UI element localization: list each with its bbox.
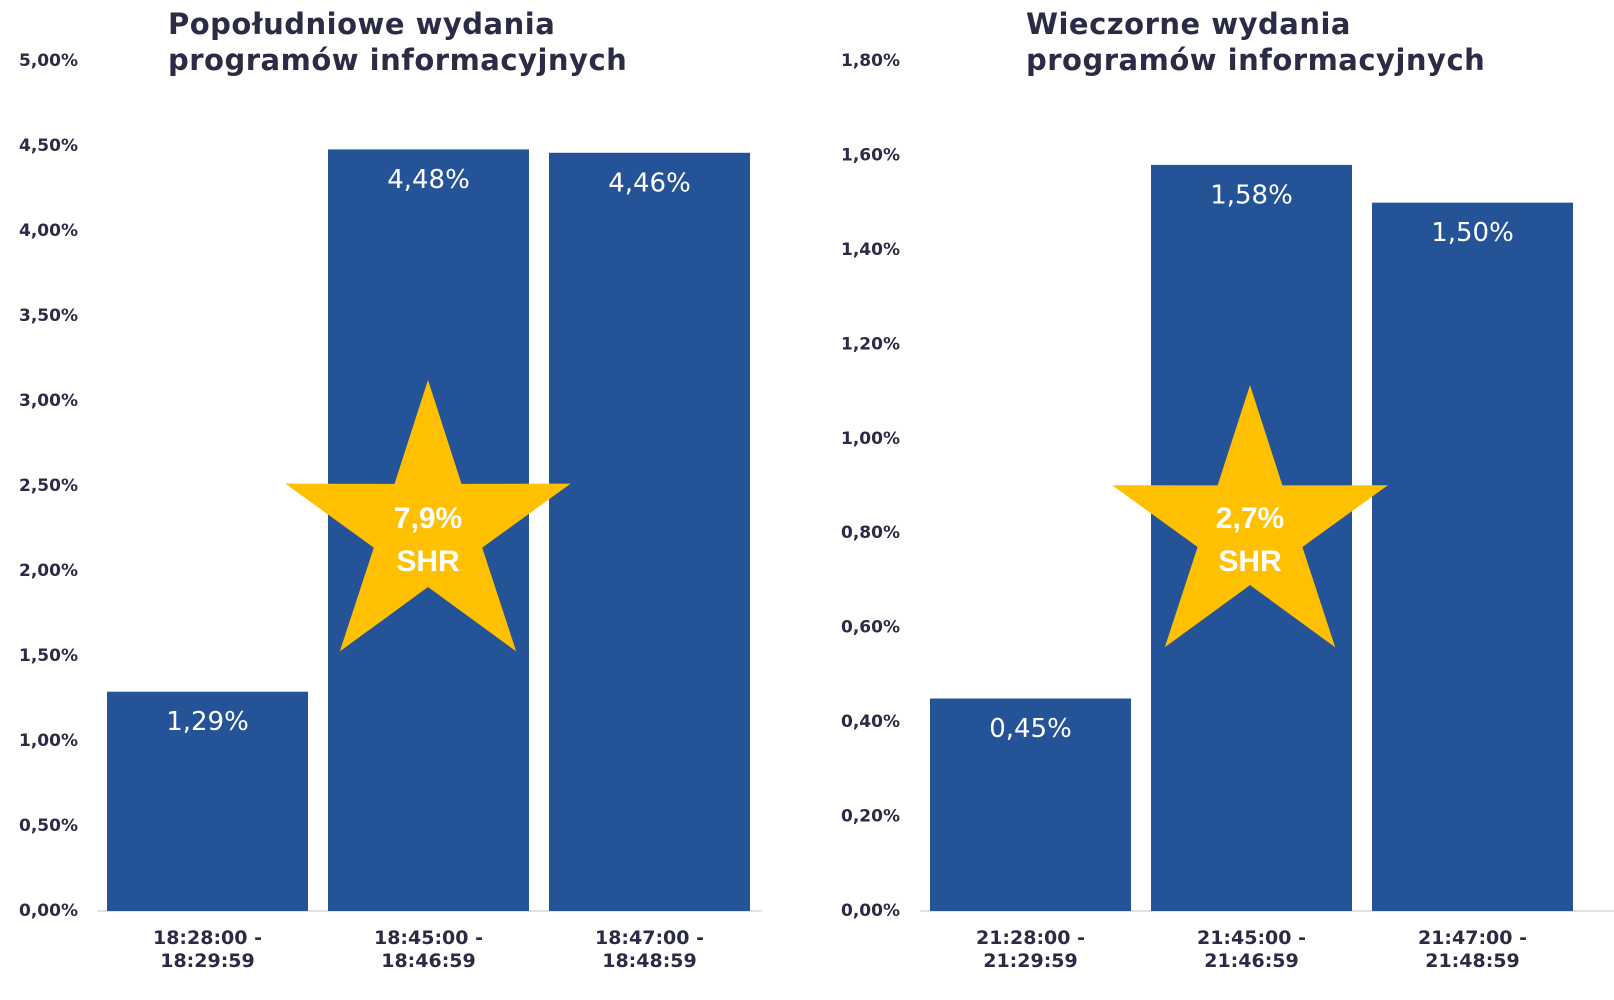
x-tick-label: 21:47:00 - 21:48:59: [1417, 927, 1528, 972]
y-tick-label: 0,80%: [841, 523, 900, 543]
x-tick-label: 21:45:00 - 21:46:59: [1196, 927, 1307, 972]
y-tick-label: 4,50%: [19, 136, 78, 156]
bar: [1372, 202, 1573, 911]
y-tick-label: 3,00%: [19, 391, 78, 411]
y-tick-label: 1,80%: [841, 51, 900, 71]
star-label: 7,9%: [394, 502, 462, 535]
y-tick-label: 1,20%: [841, 334, 900, 354]
bar: [930, 698, 1131, 911]
value-label: 0,45%: [989, 714, 1072, 744]
y-tick-label: 5,00%: [19, 51, 78, 71]
star: [285, 380, 571, 652]
y-tick-label: 1,00%: [19, 731, 78, 751]
x-tick-label: 21:28:00 - 21:29:59: [975, 927, 1086, 972]
star-label: 2,7%: [1216, 502, 1284, 535]
value-label: 4,46%: [608, 168, 691, 198]
y-tick-label: 2,00%: [19, 561, 78, 581]
x-tick-label: 18:47:00 - 18:48:59: [594, 927, 705, 972]
bar: [549, 152, 750, 912]
bar: [107, 691, 308, 911]
y-tick-label: 0,20%: [841, 807, 900, 827]
y-tick-label: 1,00%: [841, 429, 900, 449]
chart-title: Wieczorne wydania programów informacyjny…: [1026, 7, 1486, 77]
value-label: 1,29%: [166, 707, 249, 737]
y-tick-label: 1,40%: [841, 240, 900, 260]
value-label: 1,58%: [1210, 180, 1293, 210]
y-tick-label: 0,00%: [841, 901, 900, 921]
value-label: 1,50%: [1431, 218, 1514, 248]
star-label: SHR: [1218, 545, 1282, 578]
value-label: 4,48%: [387, 165, 470, 195]
y-tick-label: 0,50%: [19, 816, 78, 836]
y-tick-label: 1,60%: [841, 145, 900, 165]
y-tick-label: 2,50%: [19, 476, 78, 496]
y-tick-label: 0,60%: [841, 618, 900, 638]
x-tick-label: 18:28:00 - 18:29:59: [152, 927, 263, 972]
star: [1112, 385, 1388, 648]
star-label: SHR: [396, 545, 460, 578]
y-tick-label: 0,40%: [841, 712, 900, 732]
x-tick-label: 18:45:00 - 18:46:59: [373, 927, 484, 972]
chart-title: Popołudniowe wydania programów informacy…: [168, 7, 628, 77]
y-tick-label: 3,50%: [19, 306, 78, 326]
y-tick-label: 0,00%: [19, 901, 78, 921]
y-tick-label: 4,00%: [19, 221, 78, 241]
y-tick-label: 1,50%: [19, 646, 78, 666]
